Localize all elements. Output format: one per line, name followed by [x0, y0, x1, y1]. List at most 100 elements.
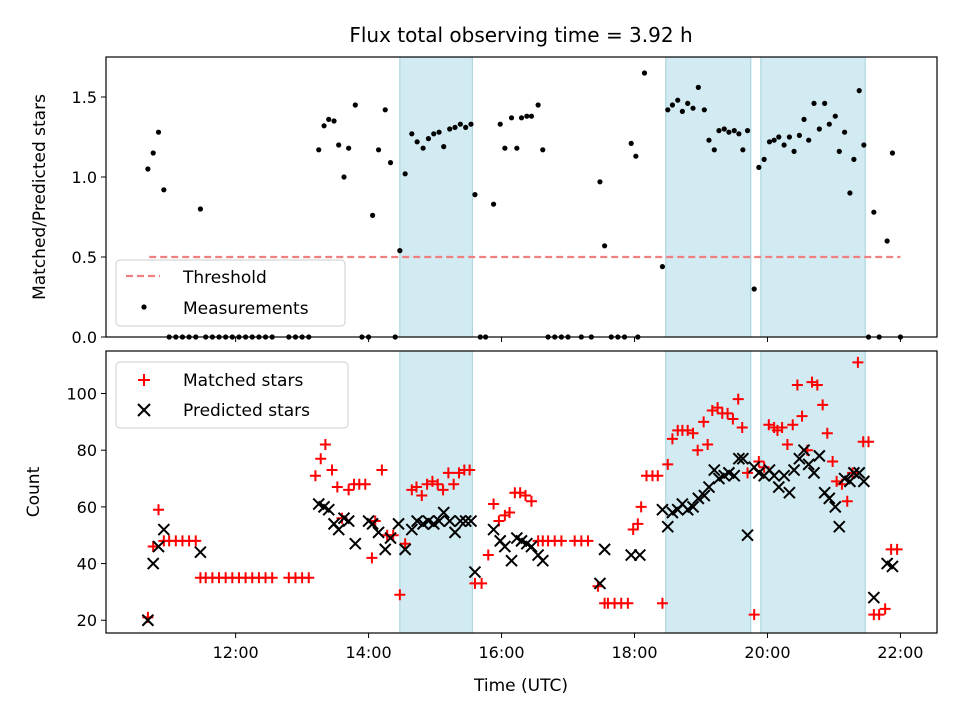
matched-star-point: [482, 549, 494, 561]
measurement-point: [826, 121, 832, 127]
measurement-point: [781, 142, 787, 148]
top-y-tick-label: 1.5: [72, 88, 97, 107]
measurement-point: [675, 97, 681, 103]
matched-star-point: [525, 495, 537, 507]
matched-star-point: [448, 478, 460, 490]
matched-star-point: [652, 470, 664, 482]
predicted-star-point: [807, 466, 821, 480]
measurement-point: [711, 147, 717, 153]
predicted-star-point: [777, 469, 791, 482]
measurement-point: [721, 126, 727, 132]
predicted-star-point: [443, 514, 456, 528]
predicted-star-point: [702, 480, 716, 494]
predicted-star-point: [405, 523, 419, 536]
predicted-star-point: [847, 466, 861, 480]
predicted-star-point: [857, 475, 871, 488]
measurement-point: [744, 128, 751, 134]
top-y-tick-label: 0.0: [72, 328, 97, 347]
measurement-point: [796, 132, 802, 138]
bottom-y-tick-label: 60: [77, 498, 97, 517]
predicted-star-point: [459, 514, 472, 528]
legend-matched-swatch: [138, 374, 150, 386]
measurement-point: [669, 102, 676, 108]
measurement-point: [468, 121, 474, 127]
predicted-star-point: [741, 529, 754, 542]
matched-star-point: [190, 535, 202, 547]
predicted-star-point: [787, 463, 801, 477]
measurement-point: [447, 126, 453, 132]
matched-star-point: [879, 603, 891, 615]
predicted-star-point: [536, 554, 549, 567]
measurement-point: [528, 113, 535, 119]
measurement-point: [346, 145, 352, 151]
measurement-point: [602, 243, 608, 249]
matched-star-point: [827, 456, 839, 468]
predicted-star-point: [398, 543, 412, 556]
matched-star-point: [359, 478, 371, 490]
matched-star-point: [315, 453, 327, 465]
measurement-point: [441, 144, 447, 150]
predicted-star-point: [487, 523, 500, 536]
matched-star-point: [394, 589, 406, 601]
measurement-point: [761, 156, 767, 162]
measurement-point: [861, 142, 867, 148]
measurement-point: [490, 201, 497, 207]
matched-star-point: [666, 433, 678, 445]
predicted-star-point: [410, 514, 424, 528]
measurement-point: [316, 147, 322, 153]
matched-star-point: [811, 379, 823, 391]
matched-star-point: [632, 518, 644, 530]
measurement-point: [197, 206, 204, 212]
top-y-tick-label: 1.0: [72, 168, 97, 187]
measurement-point: [436, 129, 442, 135]
predicted-star-points: [141, 443, 899, 627]
measurement-point: [641, 70, 648, 76]
bottom-axes-frame: [105, 350, 938, 634]
matched-star-point: [366, 552, 378, 564]
matched-star-point: [464, 464, 476, 476]
predicted-star-point: [498, 540, 512, 553]
matched-star-point: [863, 436, 875, 448]
measurement-point: [884, 238, 890, 244]
measurement-point: [420, 145, 426, 151]
measurement-point: [457, 121, 463, 127]
bottom-legend-box: [115, 361, 349, 429]
measurement-point: [731, 128, 737, 134]
measurement-point: [161, 187, 167, 193]
predicted-star-point: [767, 469, 781, 482]
predicted-star-point: [656, 503, 669, 516]
predicted-star-point: [886, 560, 899, 573]
top-legend-box: [115, 259, 346, 327]
matched-star-point: [319, 439, 331, 451]
measurement-point: [801, 116, 807, 122]
matched-star-point: [504, 507, 516, 519]
predicted-star-point: [692, 492, 705, 505]
measurement-point: [816, 126, 822, 132]
predicted-star-point: [633, 548, 647, 562]
matched-star-point: [635, 501, 647, 513]
matched-star-point: [852, 356, 864, 368]
legend-measurements-label: Measurements: [183, 299, 309, 319]
measurement-point: [463, 124, 469, 130]
measurement-point: [326, 116, 332, 122]
matched-star-point: [817, 399, 829, 411]
matched-star-point: [416, 490, 428, 502]
measurement-point: [502, 145, 508, 151]
predicted-star-point: [152, 540, 165, 553]
x-tick-label: 18:00: [611, 643, 657, 662]
bottom-legend: Matched stars Predicted stars: [115, 361, 349, 429]
top-axes-frame: [105, 56, 938, 338]
measurement-point: [409, 131, 415, 137]
measurement-point: [832, 113, 838, 119]
matched-star-point: [410, 481, 422, 493]
legend-measurements-swatch: [141, 304, 147, 310]
matched-star-point: [622, 597, 634, 609]
measurement-point: [786, 134, 793, 140]
predicted-star-point: [332, 523, 345, 536]
measurement-point: [402, 171, 408, 177]
predicted-star-point: [464, 514, 478, 528]
predicted-star-point: [661, 520, 674, 533]
predicted-star-point: [797, 443, 811, 457]
bottom-y-tick-label: 80: [77, 441, 97, 460]
matched-star-point: [796, 410, 808, 422]
